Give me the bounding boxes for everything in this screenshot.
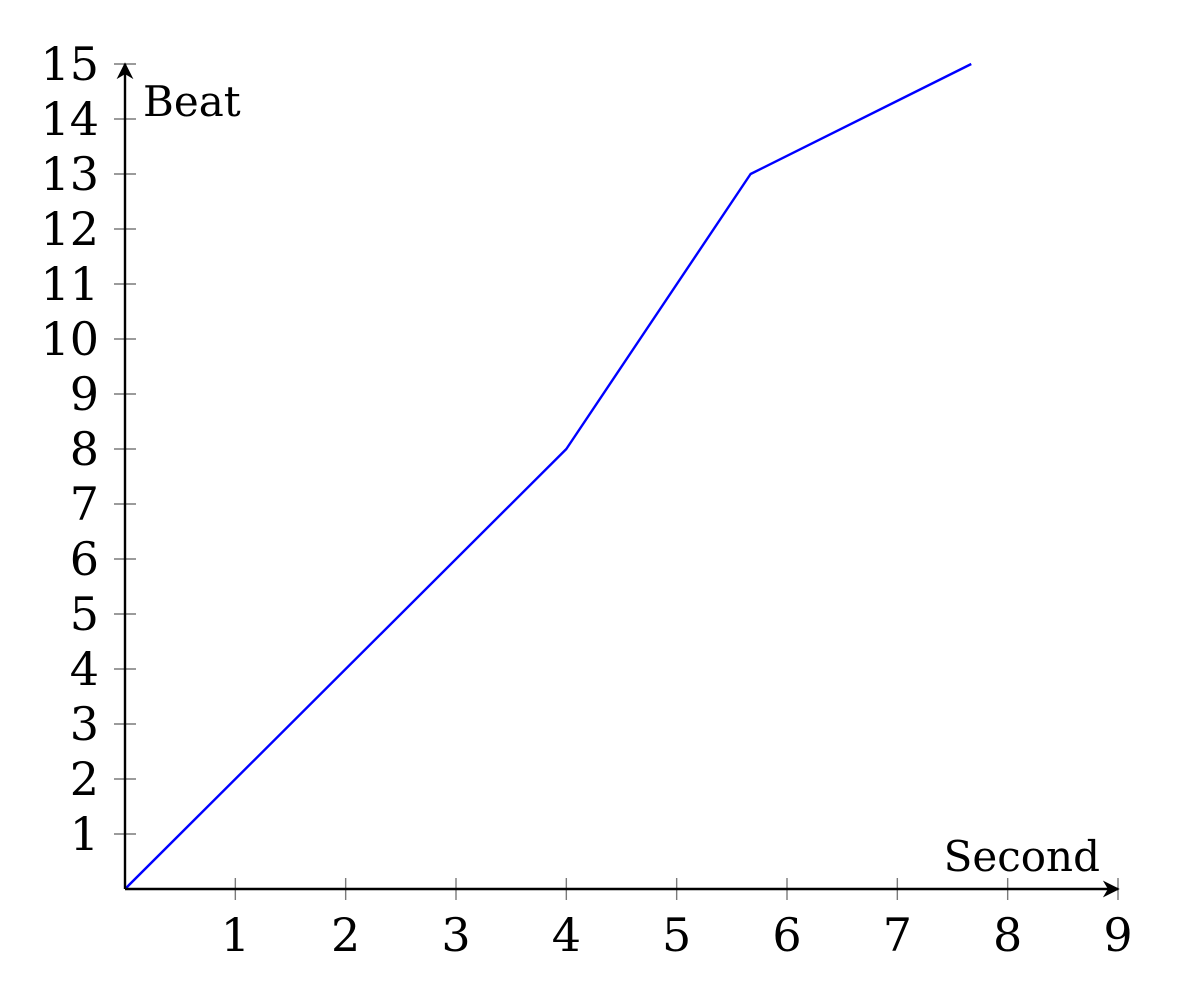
x-tick-label: 2 bbox=[331, 908, 360, 962]
y-tick-label: 12 bbox=[40, 202, 99, 256]
x-axis-ticks: 1 2 3 4 5 6 7 8 9 bbox=[221, 878, 1133, 962]
y-tick-label: 4 bbox=[70, 642, 99, 696]
x-tick-label: 1 bbox=[221, 908, 250, 962]
y-axis-label: Beat bbox=[143, 77, 241, 126]
x-tick-label: 3 bbox=[441, 908, 470, 962]
x-tick-label: 4 bbox=[552, 908, 581, 962]
y-tick-label: 13 bbox=[40, 147, 99, 201]
y-tick-label: 8 bbox=[70, 422, 99, 476]
x-axis-label: Second bbox=[944, 832, 1100, 881]
x-tick-label: 7 bbox=[883, 908, 912, 962]
y-tick-label: 7 bbox=[70, 477, 99, 531]
x-tick-label: 6 bbox=[772, 908, 801, 962]
y-tick-label: 1 bbox=[70, 807, 99, 861]
y-tick-label: 15 bbox=[40, 37, 99, 91]
y-tick-label: 10 bbox=[40, 312, 99, 366]
y-tick-label: 6 bbox=[70, 532, 99, 586]
y-tick-label: 2 bbox=[70, 752, 99, 806]
y-tick-label: 5 bbox=[70, 587, 99, 641]
series-line bbox=[124, 62, 972, 890]
series-layer bbox=[124, 62, 972, 890]
y-tick-label: 9 bbox=[70, 367, 99, 421]
x-tick-label: 8 bbox=[993, 908, 1022, 962]
x-tick-label: 9 bbox=[1103, 908, 1132, 962]
y-tick-label: 14 bbox=[40, 92, 99, 146]
x-tick-label: 5 bbox=[662, 908, 691, 962]
y-tick-label: 3 bbox=[70, 697, 99, 751]
y-tick-label: 11 bbox=[40, 257, 99, 311]
